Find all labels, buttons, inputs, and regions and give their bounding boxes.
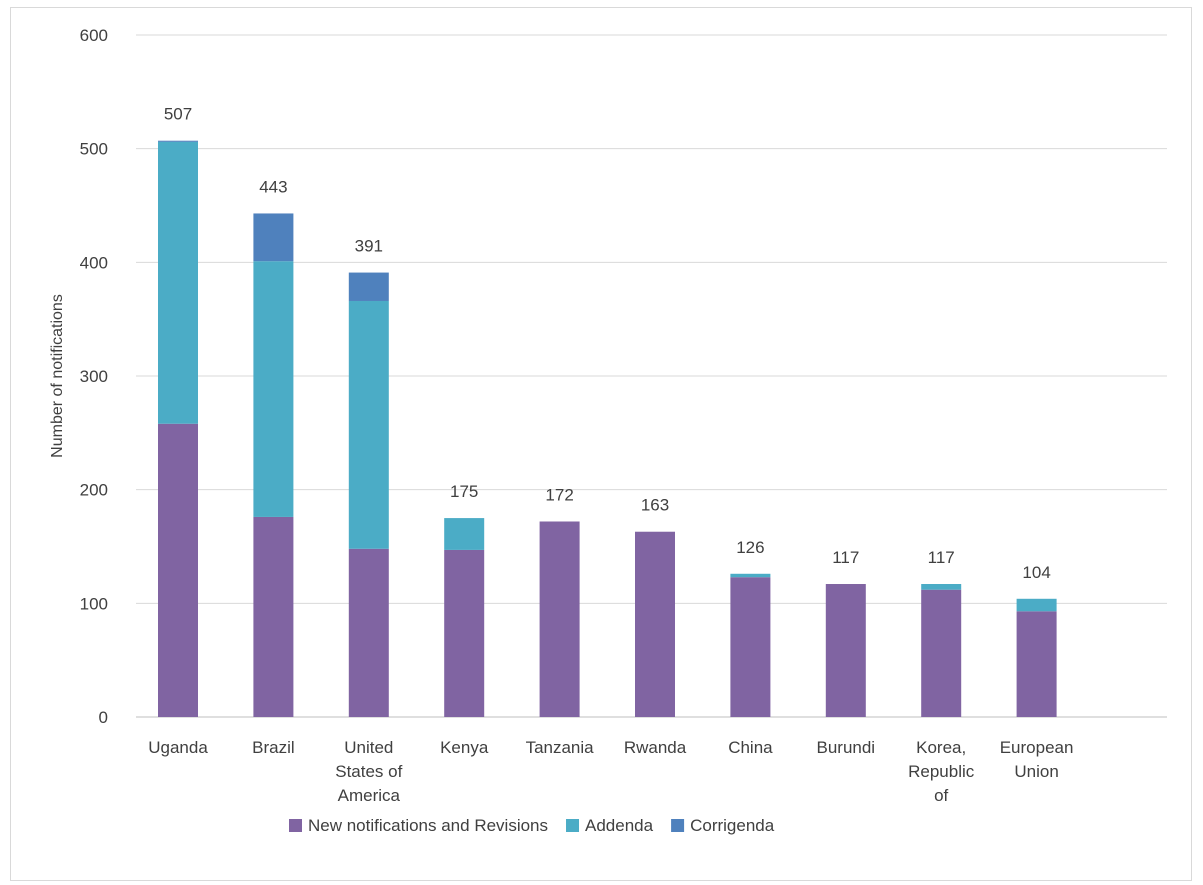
x-tick-label: China bbox=[728, 738, 773, 757]
bar-segment bbox=[158, 423, 198, 717]
legend-entry: New notifications and Revisions bbox=[308, 816, 548, 835]
y-tick-label: 100 bbox=[80, 594, 108, 613]
bar-segment bbox=[539, 521, 580, 717]
chart-frame bbox=[10, 7, 1192, 881]
bar-segment bbox=[444, 549, 485, 717]
x-tick-label: Union bbox=[1014, 762, 1058, 781]
y-tick-label: 0 bbox=[99, 708, 108, 727]
y-tick-label: 400 bbox=[80, 253, 108, 272]
data-label: 163 bbox=[641, 496, 669, 515]
x-tick-label: Tanzania bbox=[526, 738, 595, 757]
bar-segment bbox=[825, 584, 866, 717]
bar-segment bbox=[921, 584, 962, 590]
y-tick-label: 200 bbox=[80, 481, 108, 500]
x-tick-label: European bbox=[1000, 738, 1074, 757]
y-tick-label: 500 bbox=[80, 140, 108, 159]
y-tick-label: 600 bbox=[80, 26, 108, 45]
bar-segment bbox=[348, 548, 389, 717]
data-label: 126 bbox=[736, 538, 764, 557]
data-label: 443 bbox=[259, 177, 287, 196]
bar-segment bbox=[921, 589, 962, 717]
x-tick-label: Korea, bbox=[916, 738, 966, 757]
bar-segment bbox=[348, 272, 389, 301]
legend-swatch bbox=[289, 819, 302, 832]
legend-entry: Corrigenda bbox=[690, 816, 775, 835]
data-label: 117 bbox=[928, 548, 955, 567]
y-axis-label: Number of notifications bbox=[49, 294, 66, 458]
x-tick-label: Republic bbox=[908, 762, 975, 781]
bar-segment bbox=[348, 300, 389, 549]
bar-segment bbox=[253, 261, 294, 517]
data-label: 117 bbox=[832, 548, 859, 567]
bar-segment bbox=[1016, 598, 1057, 612]
bar-segment bbox=[730, 573, 771, 578]
x-tick-label: of bbox=[934, 786, 948, 805]
x-tick-label: Kenya bbox=[440, 738, 489, 757]
x-tick-label: Burundi bbox=[816, 738, 875, 757]
bar-segment bbox=[444, 518, 485, 550]
data-label: 391 bbox=[355, 237, 383, 256]
x-tick-label: Rwanda bbox=[624, 738, 687, 757]
bar-segment bbox=[1016, 611, 1057, 717]
x-tick-label: States of bbox=[335, 762, 402, 781]
legend-entry: Addenda bbox=[585, 816, 654, 835]
y-tick-label: 300 bbox=[80, 367, 108, 386]
bar-segment bbox=[253, 516, 294, 717]
bar-segment bbox=[730, 577, 771, 717]
legend-swatch bbox=[671, 819, 685, 832]
data-label: 172 bbox=[545, 485, 573, 504]
x-tick-label: Brazil bbox=[252, 738, 295, 757]
data-label: 104 bbox=[1022, 563, 1050, 582]
bar-segment bbox=[635, 531, 675, 717]
legend-swatch bbox=[566, 819, 580, 832]
x-tick-label: America bbox=[338, 786, 401, 805]
x-tick-label: United bbox=[344, 738, 393, 757]
data-label: 175 bbox=[450, 482, 478, 501]
bar-segment bbox=[158, 140, 198, 142]
data-label: 507 bbox=[164, 105, 192, 124]
bar-segment bbox=[253, 213, 294, 262]
bar-segment bbox=[158, 141, 198, 424]
x-tick-label: Uganda bbox=[148, 738, 208, 757]
